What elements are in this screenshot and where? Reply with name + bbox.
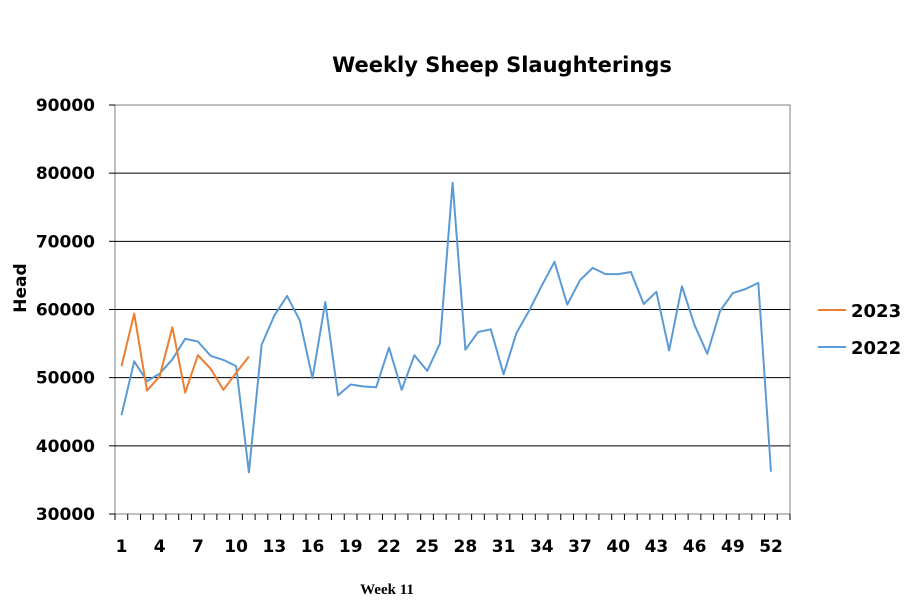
y-tick-label: 80000 (36, 164, 95, 184)
x-tick-label: 52 (759, 537, 783, 557)
x-tick-label: 13 (262, 537, 286, 557)
y-tick-label: 50000 (36, 369, 95, 389)
y-axis-label: Head (11, 263, 31, 312)
x-tick-label: 10 (224, 537, 248, 557)
y-tick-label: 90000 (36, 96, 95, 116)
y-tick-label: 70000 (36, 232, 95, 252)
y-tick-label: 40000 (36, 437, 95, 457)
y-axis-ticks: 30000 40000 50000 60000 70000 80000 90000 (36, 96, 115, 525)
x-tick-label: 43 (645, 537, 669, 557)
series-lines (120, 181, 772, 474)
x-tick-label: 1 (116, 537, 128, 557)
x-tick-label: 31 (492, 537, 516, 557)
legend: 2023 2022 (818, 301, 901, 359)
y-tick-label: 30000 (36, 505, 95, 525)
x-tick-label: 25 (415, 537, 439, 557)
legend-label-2022: 2022 (851, 338, 901, 359)
x-axis-ticks: 1 4 7 10 13 16 19 22 25 28 31 34 37 40 43 46 49 52 (114, 514, 791, 557)
x-tick-label: 4 (154, 537, 166, 557)
x-tick-label: 7 (192, 537, 204, 557)
footnote: Week 11 (360, 582, 414, 598)
x-tick-label: 49 (721, 537, 745, 557)
gridlines (115, 172, 790, 447)
legend-label-2023: 2023 (851, 301, 901, 322)
x-tick-label: 22 (377, 537, 401, 557)
series-line-2023 (120, 312, 250, 394)
chart-title: Weekly Sheep Slaughterings (332, 53, 672, 77)
x-tick-label: 19 (339, 537, 363, 557)
x-tick-label: 16 (301, 537, 325, 557)
x-tick-label: 40 (606, 537, 630, 557)
y-tick-label: 60000 (36, 301, 95, 321)
x-tick-label: 28 (454, 537, 478, 557)
x-tick-label: 37 (568, 537, 592, 557)
series-line-2022 (120, 181, 772, 474)
x-tick-label: 34 (530, 537, 554, 557)
x-tick-label: 46 (683, 537, 707, 557)
